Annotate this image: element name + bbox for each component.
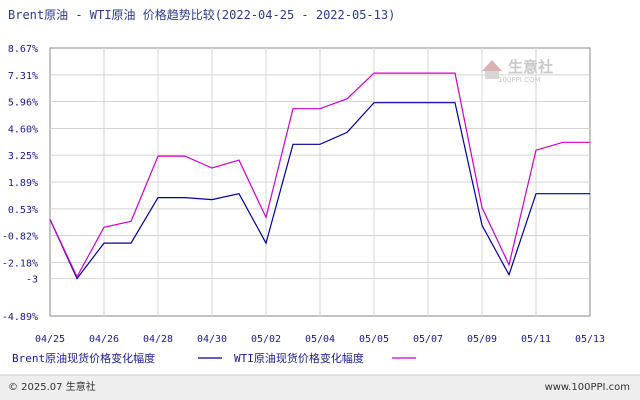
x-tick-label: 04/28	[143, 334, 173, 345]
series-line-brent	[49, 102, 590, 280]
y-tick-label: 5.96%	[8, 98, 38, 109]
series-layer	[49, 72, 590, 280]
y-tick-label: -0.82%	[2, 232, 38, 243]
chart-title: Brent原油 - WTI原油 价格趋势比较(2022-04-25 - 2022…	[8, 7, 395, 22]
x-tick-label: 05/13	[575, 334, 605, 345]
x-tick-label: 05/09	[467, 334, 497, 345]
y-tick-label: -3	[26, 275, 38, 286]
legend-label-brent: Brent原油现货价格变化幅度	[12, 351, 155, 365]
x-tick-label: 05/05	[359, 334, 389, 345]
watermark-url: 100PPI.COM	[498, 76, 541, 84]
legend-label-wti: WTI原油现货价格变化幅度	[234, 351, 364, 365]
y-tick-label: 4.60%	[8, 124, 38, 135]
watermark-brand: 生意社	[508, 58, 553, 76]
footer-site-link[interactable]: www.100PPI.com	[545, 382, 630, 393]
x-axis-ticks: 04/25 04/26 04/28 04/30 05/02 05/04 05/05 05/07…	[35, 334, 605, 345]
footer-bar	[0, 375, 640, 400]
x-tick-label: 05/11	[521, 334, 551, 345]
x-tick-label: 05/02	[251, 334, 281, 345]
watermark-logo: 生意社 100PPI.COM	[482, 58, 553, 84]
x-tick-label: 04/26	[89, 334, 119, 345]
y-tick-label: 7.31%	[8, 71, 38, 82]
x-tick-label: 05/07	[413, 334, 443, 345]
x-tick-label: 05/04	[305, 334, 335, 345]
y-axis-ticks: 8.67% 7.31% 5.96% 4.60% 3.25% 1.89% 0.53% -0.82…	[2, 44, 38, 323]
grid-lines	[50, 48, 590, 316]
series-line-wti	[49, 72, 590, 279]
x-tick-label: 04/25	[35, 334, 65, 345]
y-tick-label: -2.18%	[2, 258, 38, 269]
y-tick-label: 3.25%	[8, 151, 38, 162]
y-tick-label: -4.89%	[2, 312, 38, 323]
footer-copyright: © 2025.07 生意社	[8, 380, 96, 393]
watermark-house-base	[485, 71, 499, 79]
y-tick-label: 8.67%	[8, 44, 38, 55]
watermark-house-icon	[482, 60, 502, 71]
y-tick-label: 1.89%	[8, 178, 38, 189]
x-tick-label: 04/30	[197, 334, 227, 345]
y-tick-label: 0.53%	[8, 205, 38, 216]
legend: Brent原油现货价格变化幅度 WTI原油现货价格变化幅度	[12, 351, 416, 365]
